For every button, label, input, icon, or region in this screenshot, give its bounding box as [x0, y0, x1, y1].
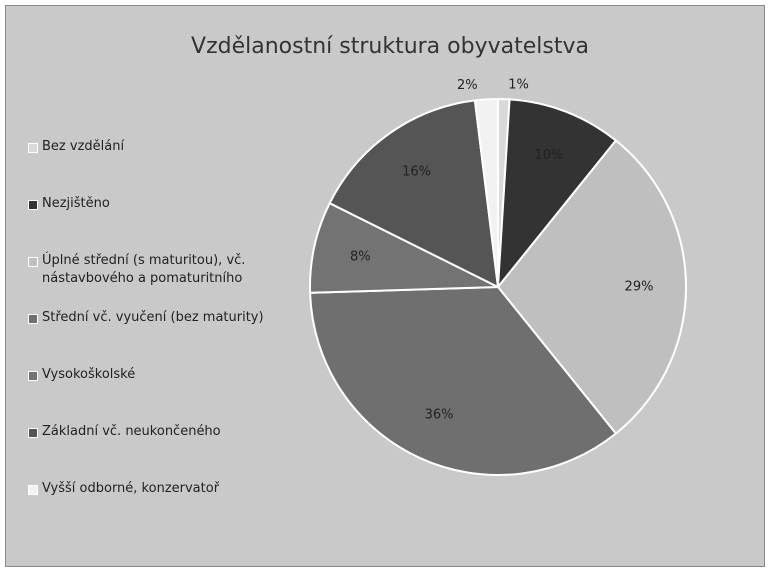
legend-swatch — [28, 257, 38, 267]
data-label: 1% — [508, 78, 529, 93]
data-label: 10% — [534, 148, 563, 163]
legend-label: Nezjištěno — [42, 196, 110, 211]
pie-slice — [309, 201, 499, 294]
legend-swatch — [28, 314, 38, 324]
legend-label: Bez vzdělání — [42, 139, 125, 154]
pie-slice — [496, 139, 687, 435]
legend-swatch — [28, 200, 38, 210]
pie-slice — [496, 98, 618, 291]
legend-item: Vysokoškolské — [28, 366, 278, 384]
data-label: 36% — [425, 408, 454, 423]
legend-item: Vyšší odborné, konzervatoř — [28, 480, 278, 498]
pie-slice — [309, 285, 618, 476]
legend-label: Střední vč. vyučení (bez maturity) — [42, 310, 264, 325]
data-label: 16% — [402, 164, 431, 179]
legend-label: Úplné střední (s maturitou), vč. nástavb… — [42, 253, 246, 286]
legend-item: Úplné střední (s maturitou), vč. nástavb… — [28, 252, 278, 288]
legend-label: Vyšší odborné, konzervatoř — [42, 481, 220, 496]
data-label: 2% — [457, 78, 478, 93]
legend-swatch — [28, 485, 38, 495]
legend-item: Bez vzdělání — [28, 138, 278, 156]
chart-title: Vzdělanostní struktura obyvatelstva — [191, 34, 589, 59]
pie-slice — [328, 99, 500, 289]
legend-item: Nezjištěno — [28, 195, 278, 213]
data-label: 29% — [625, 280, 654, 295]
legend-item: Základní vč. neukončeného — [28, 423, 278, 441]
legend-label: Vysokoškolské — [42, 367, 136, 382]
legend-swatch — [28, 428, 38, 438]
legend-swatch — [28, 143, 38, 153]
legend-swatch — [28, 371, 38, 381]
data-label: 8% — [350, 249, 371, 264]
pie-slice — [473, 97, 499, 288]
legend-label: Základní vč. neukončeného — [42, 424, 221, 439]
legend-item: Střední vč. vyučení (bez maturity) — [28, 309, 278, 327]
